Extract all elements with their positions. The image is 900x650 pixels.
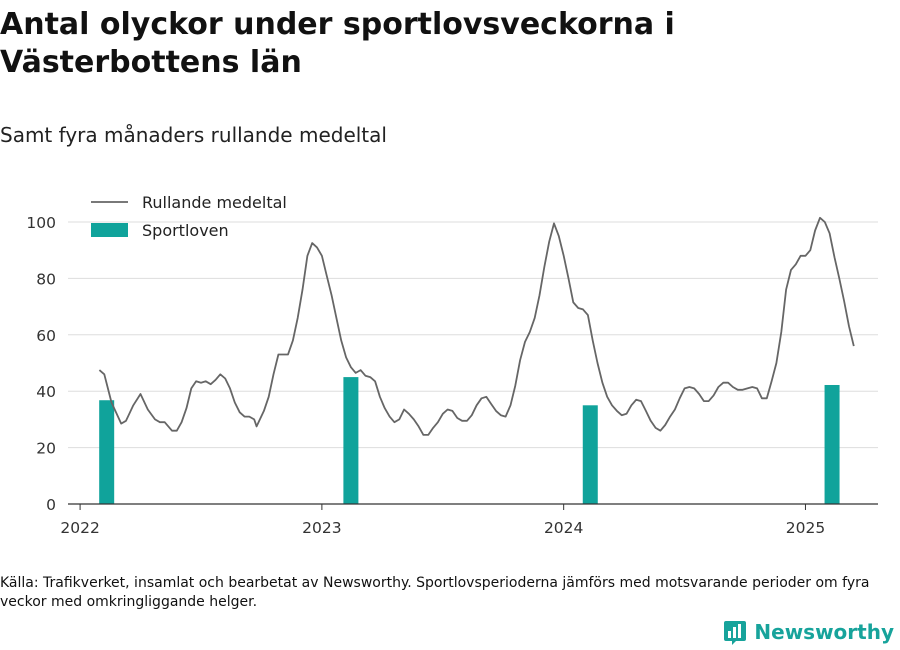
chart-subtitle: Samt fyra månaders rullande medeltal <box>0 123 387 147</box>
bar-chart-icon <box>724 621 747 645</box>
y-tick-label: 0 <box>46 496 56 514</box>
chart-svg: 0 20 40 60 80 100 2022 2023 2024 2025 Rullande m… <box>26 193 878 537</box>
y-tick-label: 20 <box>36 440 56 458</box>
chart-title: Antal olyckor under sportlovsveckorna i … <box>0 7 675 80</box>
line-series <box>98 216 855 436</box>
y-tick-label: 100 <box>26 214 56 232</box>
x-axis: 2022 2023 2024 2025 <box>60 503 878 537</box>
logo-text: Newsworthy <box>754 620 894 644</box>
newsworthy-logo[interactable]: Newsworthy <box>722 619 894 645</box>
x-tick-label: 2024 <box>544 519 583 537</box>
x-tick-label: 2023 <box>302 519 341 537</box>
bar-series <box>99 377 840 504</box>
x-tick-label: 2025 <box>786 519 825 537</box>
legend: Rullande medeltal Sportloven <box>91 193 287 240</box>
rolling-average-line <box>98 216 855 436</box>
y-tick-label: 40 <box>36 383 56 401</box>
legend-label-line: Rullande medeltal <box>142 193 287 212</box>
y-tick-label: 80 <box>36 270 56 288</box>
y-axis-ticks: 0 20 40 60 80 100 <box>26 214 56 514</box>
bar <box>582 405 598 504</box>
bar <box>824 384 840 504</box>
grid-lines <box>68 221 878 449</box>
legend-label-bar: Sportloven <box>142 221 229 240</box>
bar <box>343 377 359 504</box>
bar <box>99 400 115 504</box>
y-tick-label: 60 <box>36 327 56 345</box>
x-tick-label: 2022 <box>60 519 99 537</box>
legend-bar-swatch <box>91 223 128 237</box>
source-note: Källa: Trafikverket, insamlat och bearbe… <box>0 575 870 610</box>
